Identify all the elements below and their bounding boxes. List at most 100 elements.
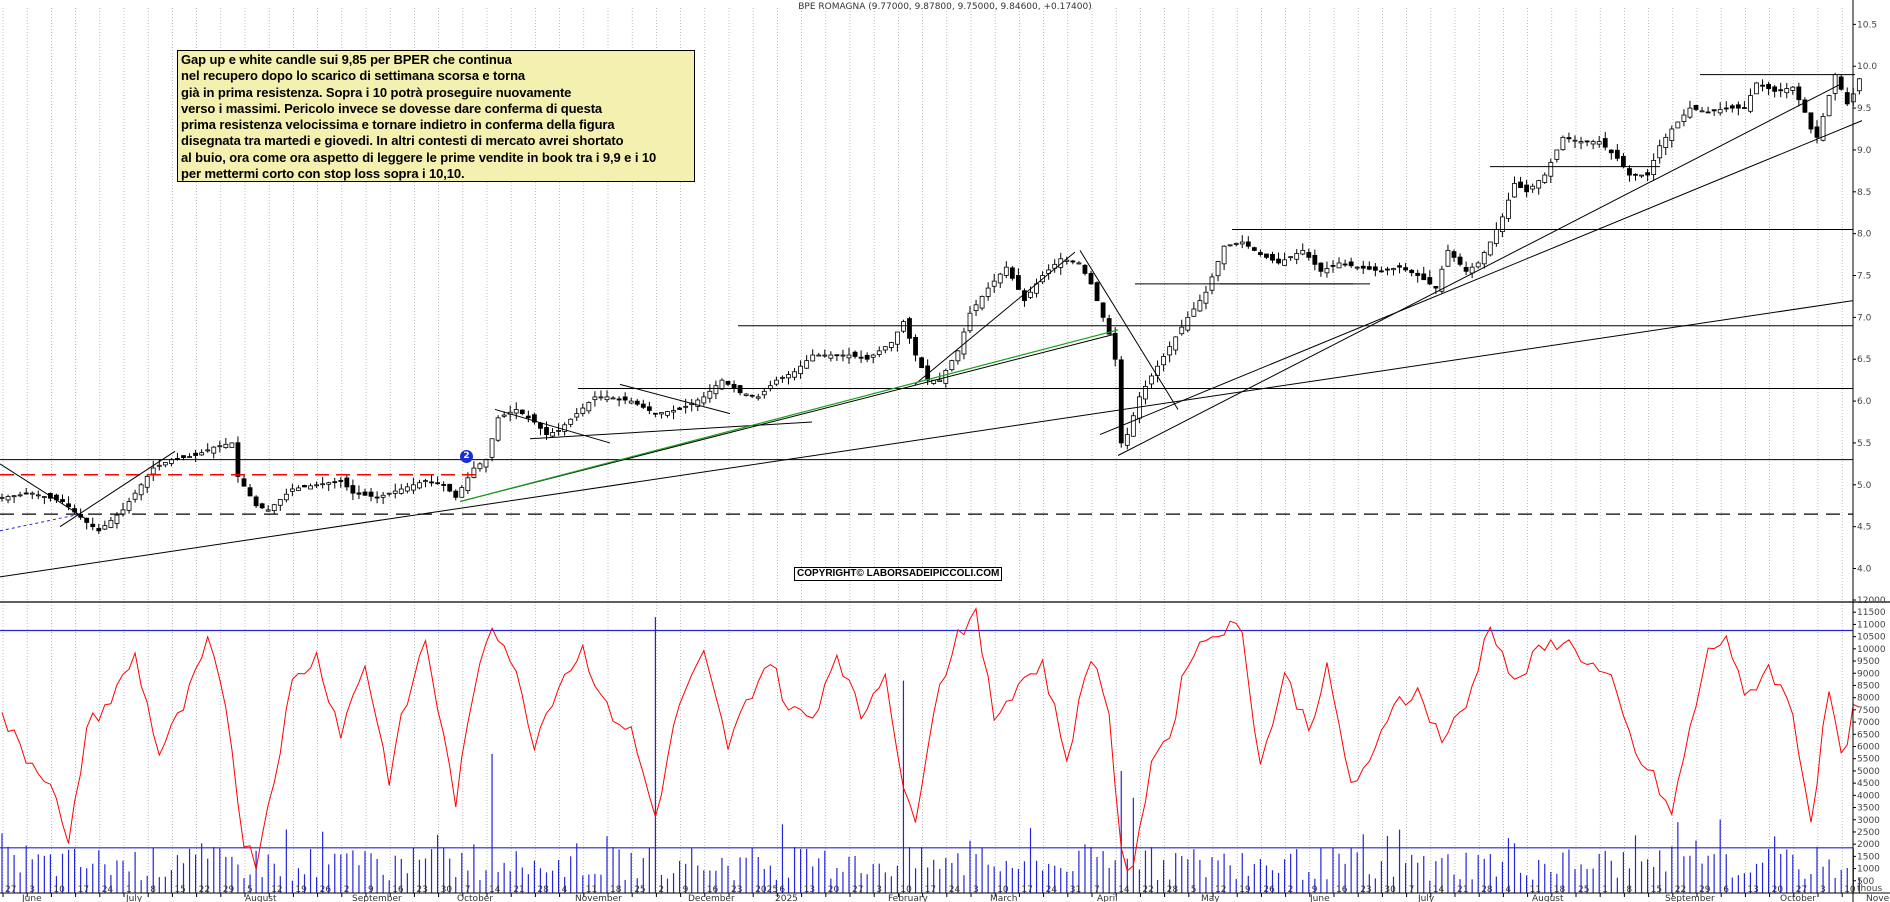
candle-body	[302, 484, 307, 488]
candle-body	[1264, 253, 1269, 258]
candle-body	[1070, 260, 1076, 263]
candle-body	[1324, 268, 1330, 274]
candle-body	[156, 464, 162, 467]
candle-body	[211, 446, 217, 454]
candle-body	[707, 390, 713, 399]
date-tick-label: 1	[126, 885, 132, 895]
date-tick-label: 16	[1336, 885, 1348, 895]
candle-body	[1602, 138, 1608, 148]
month-label: June	[1309, 894, 1330, 902]
price-tick-label: 10.5	[1857, 20, 1877, 30]
trend-lines	[0, 74, 1863, 578]
candle-body	[876, 350, 882, 355]
candle-body	[1639, 174, 1644, 177]
candle-body	[864, 354, 870, 360]
candle-body	[1457, 256, 1463, 265]
volume-tick-label: 9000	[1857, 669, 1880, 679]
candle-body	[296, 487, 301, 491]
candle-body	[901, 321, 906, 332]
trend-line	[0, 300, 1854, 578]
candle-body	[1130, 415, 1136, 437]
candle-body	[1518, 181, 1523, 189]
candle-body	[955, 350, 961, 362]
candle-body	[1143, 386, 1148, 400]
volume-tick-label: 500	[1857, 877, 1874, 887]
date-tick-label: 27	[1796, 885, 1807, 895]
candle-body	[1748, 95, 1753, 112]
volume-tick-label: 12000	[1857, 596, 1886, 606]
volume-tick-label: 4500	[1857, 779, 1880, 789]
candle-body	[265, 509, 271, 512]
candle-body	[483, 459, 489, 468]
date-tick-label: 18	[1554, 885, 1566, 895]
candle-body	[229, 442, 235, 448]
candle-body	[949, 360, 955, 371]
candle-body	[1760, 84, 1765, 87]
date-tick-label: 9	[368, 885, 374, 895]
candle-body	[1233, 243, 1239, 245]
candle-body	[489, 438, 495, 458]
comment-line: al buio, ora come ora aspetto di leggere…	[181, 149, 657, 165]
candle-body	[1028, 291, 1033, 298]
candle-body	[1705, 111, 1711, 114]
comment-line: già in prima resistenza. Sopra i 10 potr…	[181, 84, 572, 100]
date-tick-label: 15	[1651, 885, 1662, 895]
candle-body	[913, 337, 918, 356]
candle-body	[1058, 258, 1064, 268]
candle-body	[513, 409, 519, 414]
candle-body	[628, 400, 634, 404]
price-tick-label: 5.0	[1857, 481, 1872, 491]
candle-body	[907, 318, 912, 339]
candle-body	[1844, 92, 1850, 105]
candle-body	[1554, 149, 1560, 160]
date-tick-label: 25	[1578, 885, 1589, 895]
candle-body	[1838, 76, 1844, 90]
date-tick-label: 10	[1844, 885, 1856, 895]
candle-body	[404, 486, 410, 492]
candle-body	[326, 482, 332, 485]
volume-tick-label: 8500	[1857, 681, 1880, 691]
candle-body	[1699, 110, 1705, 113]
candle-body	[1427, 277, 1433, 285]
candle-body	[1475, 262, 1481, 268]
price-tick-label: 4.5	[1857, 523, 1871, 533]
candle-body	[84, 517, 90, 523]
candle-body	[1372, 266, 1378, 271]
candle-body	[604, 396, 610, 401]
month-label: September	[352, 894, 402, 902]
candle-body	[1203, 291, 1209, 304]
date-tick-label: 4	[1505, 885, 1511, 895]
volume-oscillator-line	[1, 607, 1860, 872]
candle-body	[283, 493, 289, 501]
candle-body	[1542, 174, 1548, 183]
comment-line: nel recupero dopo lo scarico di settiman…	[181, 68, 526, 84]
date-tick-label: 30	[441, 885, 453, 895]
candle-body	[356, 492, 362, 495]
date-tick-label: 25	[634, 885, 645, 895]
trend-line	[494, 408, 611, 444]
month-label: July	[1417, 894, 1435, 902]
date-tick-label: 28	[1481, 885, 1493, 895]
candle-body	[1445, 249, 1451, 267]
volume-tick-label: 1000	[1857, 865, 1880, 875]
price-tick-label: 7.0	[1857, 313, 1872, 323]
date-tick-label: 2	[658, 885, 664, 895]
date-tick-label: 24	[949, 885, 961, 895]
candle-body	[1578, 141, 1584, 144]
candle-body	[1185, 316, 1191, 331]
candle-body	[985, 287, 991, 297]
candle-body	[786, 374, 791, 379]
candle-body	[1723, 107, 1729, 110]
candle-body	[1633, 173, 1638, 176]
date-tick-label: 1	[1602, 885, 1608, 895]
month-label: October	[457, 894, 493, 902]
date-tick-label: 13	[804, 885, 815, 895]
date-tick-label: 5	[1191, 885, 1197, 895]
candle-body	[761, 390, 767, 396]
candle-body	[737, 385, 743, 394]
candle-body	[181, 455, 186, 458]
candle-body	[525, 415, 531, 419]
candle-body	[271, 504, 277, 511]
date-tick-label: 17	[925, 885, 936, 895]
month-label: April	[1097, 894, 1118, 902]
